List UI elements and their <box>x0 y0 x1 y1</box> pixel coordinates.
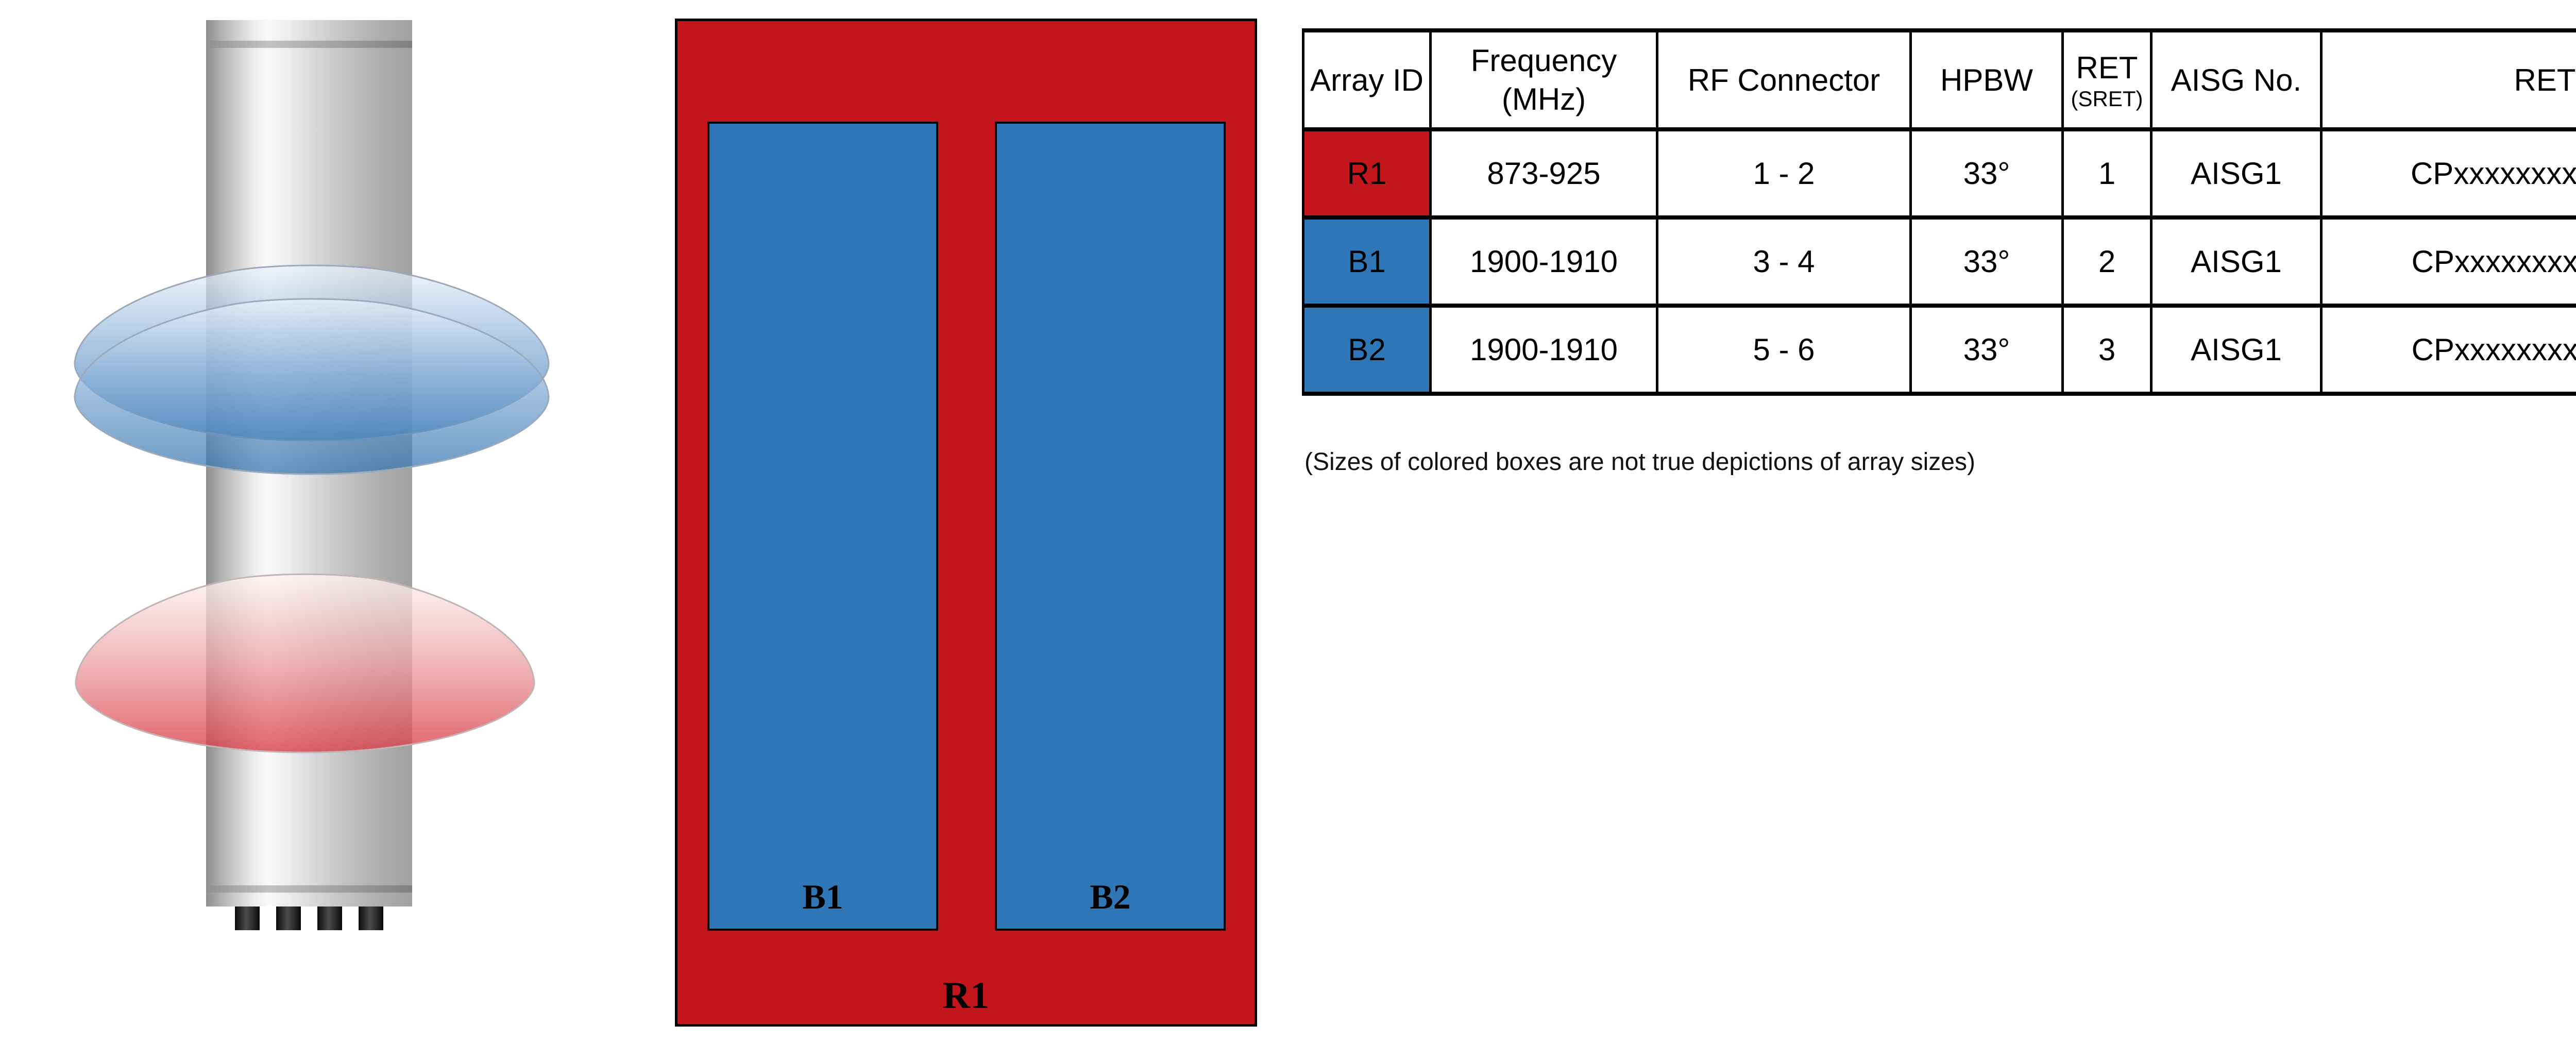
column-header-ret: RET (SRET) <box>2061 28 2153 131</box>
cell-ret-uid: CPxxxxxxxxxxxxxxxxB1 <box>2320 215 2576 308</box>
connector-pin <box>235 906 260 930</box>
cell-array-id: B2 <box>1302 304 1432 396</box>
column-header-ret-uid: RET UID <box>2320 28 2576 131</box>
connector-pins <box>235 906 383 930</box>
cell-ret-uid: CPxxxxxxxxxxxxxxxxR1 <box>2320 127 2576 220</box>
antenna-top-band <box>206 41 412 48</box>
table-row: B1 1900-1910 3 - 4 33° 2 AISG1 CPxxxxxxx… <box>1302 215 2576 308</box>
cell-ret: 3 <box>2061 304 2153 396</box>
cell-frequency: 1900-1910 <box>1429 215 1658 308</box>
array-panel: B1 B2 R1 <box>675 19 1257 1027</box>
cell-hpbw: 33° <box>1909 304 2064 396</box>
cell-ret: 2 <box>2061 215 2153 308</box>
column-header-aisg-no: AISG No. <box>2150 28 2323 131</box>
cell-ret-uid: CPxxxxxxxxxxxxxxxxB2 <box>2320 304 2576 396</box>
antenna-bottom-band <box>206 885 412 893</box>
cell-rf-connector: 3 - 4 <box>1656 215 1912 308</box>
connector-pin <box>359 906 383 930</box>
array-label-b1: B1 <box>802 877 843 916</box>
red-beam <box>75 573 535 753</box>
cell-rf-connector: 1 - 2 <box>1656 127 1912 220</box>
cell-rf-connector: 5 - 6 <box>1656 304 1912 396</box>
cell-ret: 1 <box>2061 127 2153 220</box>
cell-array-id: B1 <box>1302 215 1432 308</box>
cell-array-id: R1 <box>1302 127 1432 220</box>
table-row: B2 1900-1910 5 - 6 33° 3 AISG1 CPxxxxxxx… <box>1302 304 2576 396</box>
cell-aisg-no: AISG1 <box>2150 215 2323 308</box>
array-box-b1: B1 <box>707 122 938 931</box>
cell-frequency: 1900-1910 <box>1429 304 1658 396</box>
array-label-r1: R1 <box>942 975 990 1017</box>
header-row: Array ID Frequency (MHz) RF Connector HP… <box>1302 28 2576 131</box>
note-text: (Sizes of colored boxes are not true dep… <box>1304 448 1975 476</box>
column-header-hpbw: HPBW <box>1909 28 2064 131</box>
column-header-frequency: Frequency (MHz) <box>1429 28 1658 131</box>
spec-table: Array ID Frequency (MHz) RF Connector HP… <box>1302 28 2576 396</box>
column-header-array-id: Array ID <box>1302 28 1432 131</box>
column-header-rf-connector: RF Connector <box>1656 28 1912 131</box>
array-box-b2: B2 <box>995 122 1226 931</box>
connector-pin <box>317 906 342 930</box>
array-label-b2: B2 <box>1090 877 1131 916</box>
cell-aisg-no: AISG1 <box>2150 304 2323 396</box>
connector-pin <box>276 906 301 930</box>
cell-hpbw: 33° <box>1909 127 2064 220</box>
blue-beam-lower <box>74 298 550 475</box>
cell-aisg-no: AISG1 <box>2150 127 2323 220</box>
cell-frequency: 873-925 <box>1429 127 1658 220</box>
antenna-figure <box>74 20 550 930</box>
cell-hpbw: 33° <box>1909 215 2064 308</box>
table-row: R1 873-925 1 - 2 33° 1 AISG1 CPxxxxxxxxx… <box>1302 127 2576 220</box>
